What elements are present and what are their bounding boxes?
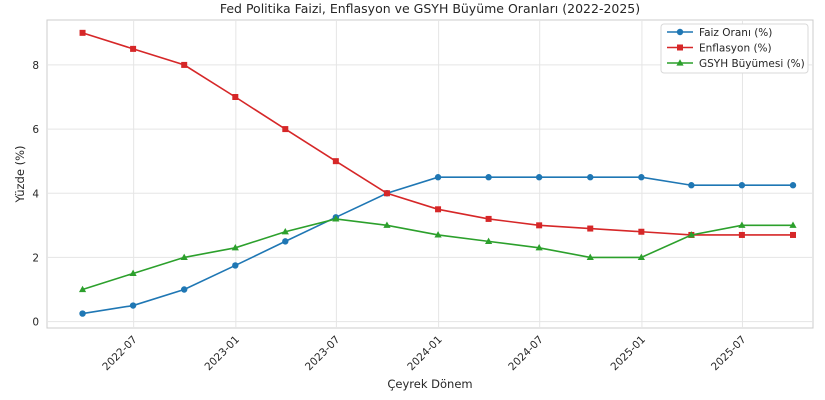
data-point [79,310,86,317]
y-axis-label: Yüzde (%) [13,146,27,204]
x-tick-label: 2025-07 [709,334,749,374]
legend-marker [677,44,683,51]
data-point [434,174,442,181]
data-point [383,221,391,228]
data-point [181,61,188,68]
data-point [536,222,543,229]
data-point [587,225,594,232]
legend-box [660,23,809,74]
x-tick-label: 2024-01 [405,334,445,374]
y-tick-label: 6 [32,124,39,136]
x-tick-label: 2023-01 [202,334,242,374]
chart-title: Fed Politika Faizi, Enflasyon ve GSYH Bü… [220,1,640,16]
data-point [638,174,645,181]
data-point [637,253,645,261]
data-point [485,237,493,244]
legend-marker [676,28,684,36]
data-point [78,285,87,293]
data-point [282,238,289,245]
data-point [535,243,543,251]
data-point [383,190,390,197]
x-axis-label: Çeyrek Dönem [387,377,472,391]
data-point [332,158,339,165]
data-point [535,174,543,181]
data-point [738,182,746,189]
data-point [180,253,188,261]
data-point [232,262,239,269]
data-point [790,231,797,238]
legend-label: Enflasyon (%) [699,43,772,55]
grid [47,20,813,328]
legend: Faiz Oranı (%) Enflasyon (%) GSYH Büyümesi… [660,23,809,74]
x-tick-label: 2025-01 [609,334,649,374]
data-point [79,29,86,36]
y-tick-label: 0 [32,317,39,329]
legend-label: Faiz Oranı (%) [699,27,772,39]
series-group [78,215,797,293]
data-point [435,206,442,213]
series [78,29,797,317]
legend-marker [676,59,684,66]
legend-label: GSYH Büyümesi (%) [699,58,805,70]
data-point [586,253,594,261]
data-point [789,182,797,189]
data-point [181,286,188,293]
data-point [231,243,239,251]
data-point [232,94,239,100]
y-tick-label: 8 [32,60,39,72]
data-point [738,231,745,238]
data-point [129,269,137,277]
data-point [638,228,645,235]
x-tick-label: 2024-07 [506,334,546,374]
data-point [688,182,695,189]
data-point [129,302,137,309]
data-point [434,231,442,238]
data-point [130,45,137,52]
data-point [738,221,746,228]
data-point [282,126,289,133]
data-point [587,174,594,181]
x-tick-label: 2023-07 [303,334,343,374]
y-tick-label: 2 [32,252,39,264]
data-point [789,221,797,228]
data-point [687,231,695,238]
y-tick-label: 4 [32,188,39,200]
data-point [281,227,289,235]
x-tick-label: 2022-07 [100,334,140,374]
data-point [485,215,492,222]
data-point [332,215,340,222]
data-point [485,174,492,181]
